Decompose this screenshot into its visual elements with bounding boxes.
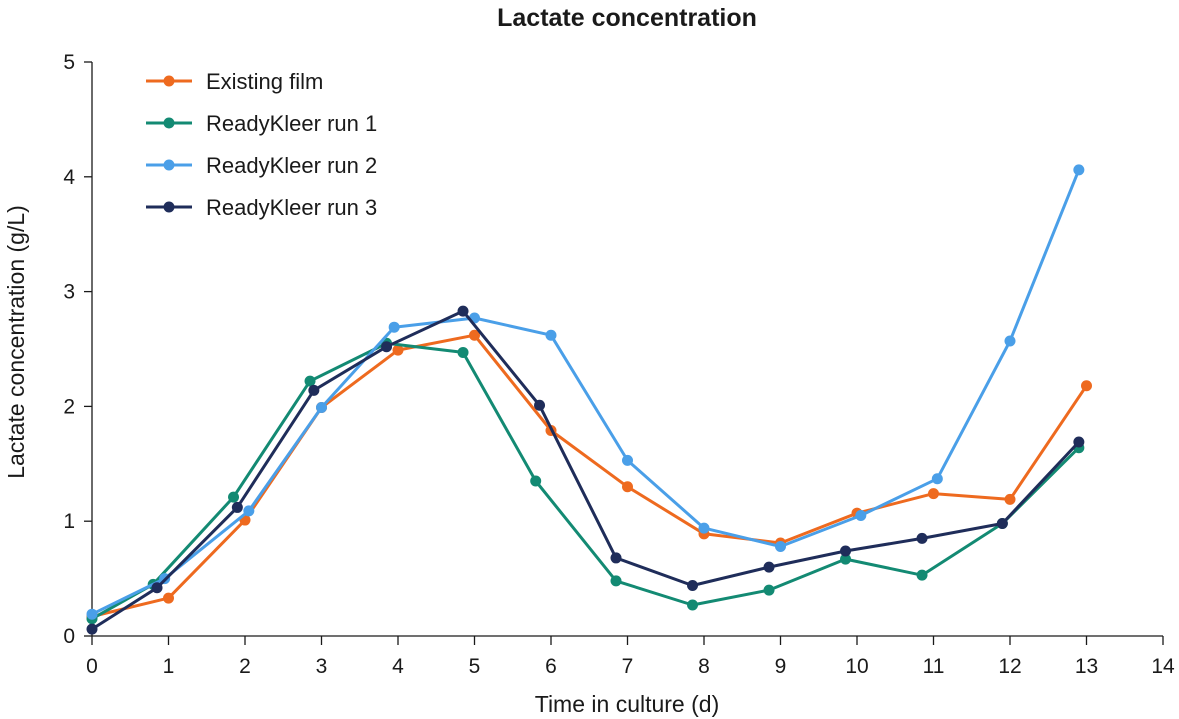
data-point-readykleer-run-3 <box>86 623 98 635</box>
data-point-readykleer-run-2 <box>775 540 786 552</box>
data-point-readykleer-run-3 <box>840 545 852 557</box>
x-tick-label: 3 <box>316 655 328 678</box>
x-axis-label: Time in culture (d) <box>535 691 719 717</box>
legend-label: ReadyKleer run 1 <box>206 111 377 136</box>
data-point-existing-film <box>392 344 404 356</box>
data-point-existing-film <box>1081 380 1092 392</box>
data-point-readykleer-run-3 <box>1073 436 1085 448</box>
x-tick-label: 0 <box>86 655 98 678</box>
legend-item-readykleer-run-2: ReadyKleer run 2 <box>146 153 377 178</box>
x-tick-label: 11 <box>923 655 945 678</box>
series-readykleer-run-3 <box>86 305 1085 635</box>
legend-item-readykleer-run-3: ReadyKleer run 3 <box>146 195 377 220</box>
series-line-readykleer-run-3 <box>90 309 1081 631</box>
x-axis-ticks: 0 1 2 3 4 5 6 7 8 9 10 11 12 13 14 <box>86 636 1175 678</box>
legend-item-readykleer-run-1: ReadyKleer run 1 <box>146 111 377 136</box>
legend-label: ReadyKleer run 3 <box>206 195 377 220</box>
data-point-readykleer-run-2 <box>545 329 557 341</box>
x-tick-label: 6 <box>545 655 557 678</box>
data-point-readykleer-run-1 <box>916 569 928 581</box>
x-tick-label: 12 <box>998 655 1021 678</box>
data-point-readykleer-run-2 <box>316 402 327 414</box>
legend-label: ReadyKleer run 2 <box>206 153 377 178</box>
data-point-readykleer-run-3 <box>996 517 1008 529</box>
data-point-existing-film <box>469 329 480 341</box>
data-point-existing-film <box>622 481 633 493</box>
data-point-readykleer-run-1 <box>610 575 622 587</box>
data-point-readykleer-run-2 <box>931 473 943 485</box>
data-point-existing-film <box>1004 493 1016 505</box>
data-point-readykleer-run-2 <box>86 608 98 620</box>
series-line-readykleer-run-2 <box>90 168 1081 616</box>
data-point-readykleer-run-3 <box>381 341 393 353</box>
x-tick-label: 14 <box>1151 655 1175 678</box>
legend-swatch-marker <box>163 75 175 87</box>
data-point-readykleer-run-3 <box>457 305 469 317</box>
y-tick-label: 2 <box>63 395 75 418</box>
x-tick-label: 5 <box>469 655 481 678</box>
data-point-readykleer-run-3 <box>308 384 320 396</box>
data-point-readykleer-run-3 <box>763 561 775 573</box>
y-tick-label: 4 <box>63 166 75 189</box>
legend-item-existing-film: Existing film <box>146 69 323 94</box>
data-point-readykleer-run-2 <box>388 321 400 333</box>
y-axis-label: Lactate concentration (g/L) <box>3 205 29 479</box>
x-tick-label: 4 <box>392 655 404 678</box>
x-tick-label: 7 <box>622 655 634 678</box>
data-point-readykleer-run-1 <box>763 584 775 596</box>
data-point-readykleer-run-2 <box>698 522 710 534</box>
chart-title: Lactate concentration <box>497 4 757 32</box>
x-tick-label: 2 <box>239 655 251 678</box>
legend-label: Existing film <box>206 69 323 94</box>
x-tick-label: 8 <box>698 655 710 678</box>
x-tick-label: 10 <box>845 655 868 678</box>
data-point-readykleer-run-3 <box>151 582 163 594</box>
data-point-readykleer-run-2 <box>1004 335 1016 347</box>
data-point-readykleer-run-3 <box>610 552 622 564</box>
data-point-readykleer-run-3 <box>534 399 546 411</box>
series-line-readykleer-run-1 <box>90 341 1081 621</box>
data-point-readykleer-run-1 <box>840 553 852 565</box>
data-point-readykleer-run-2 <box>855 509 867 521</box>
data-point-readykleer-run-2 <box>1073 164 1085 176</box>
legend-swatch-marker <box>163 117 175 129</box>
y-tick-label: 5 <box>63 51 75 74</box>
data-point-existing-film <box>163 592 174 604</box>
data-point-readykleer-run-2 <box>243 505 255 517</box>
x-tick-label: 13 <box>1075 655 1098 678</box>
y-axis-ticks: 0 1 2 3 4 5 <box>63 51 92 648</box>
data-point-readykleer-run-1 <box>228 491 240 503</box>
data-point-readykleer-run-3 <box>916 532 928 544</box>
legend-swatch-marker <box>163 201 175 213</box>
series-line-existing-film <box>90 333 1088 618</box>
data-point-readykleer-run-1 <box>687 599 699 611</box>
x-tick-label: 1 <box>163 655 175 678</box>
legend-swatch-marker <box>163 159 175 171</box>
data-point-readykleer-run-2 <box>622 454 633 466</box>
legend: Existing film ReadyKleer run 1 ReadyKleer … <box>146 69 377 220</box>
data-point-existing-film <box>928 488 939 500</box>
data-point-readykleer-run-3 <box>231 501 243 513</box>
series-layer <box>86 164 1092 635</box>
y-tick-label: 3 <box>63 281 75 304</box>
y-tick-label: 0 <box>63 625 75 648</box>
x-tick-label: 9 <box>775 655 787 678</box>
data-point-readykleer-run-1 <box>457 346 469 358</box>
data-point-readykleer-run-1 <box>304 375 316 387</box>
series-readykleer-run-2 <box>86 164 1085 620</box>
y-tick-label: 1 <box>63 510 75 533</box>
data-point-readykleer-run-1 <box>530 475 542 487</box>
data-point-readykleer-run-3 <box>687 579 699 591</box>
